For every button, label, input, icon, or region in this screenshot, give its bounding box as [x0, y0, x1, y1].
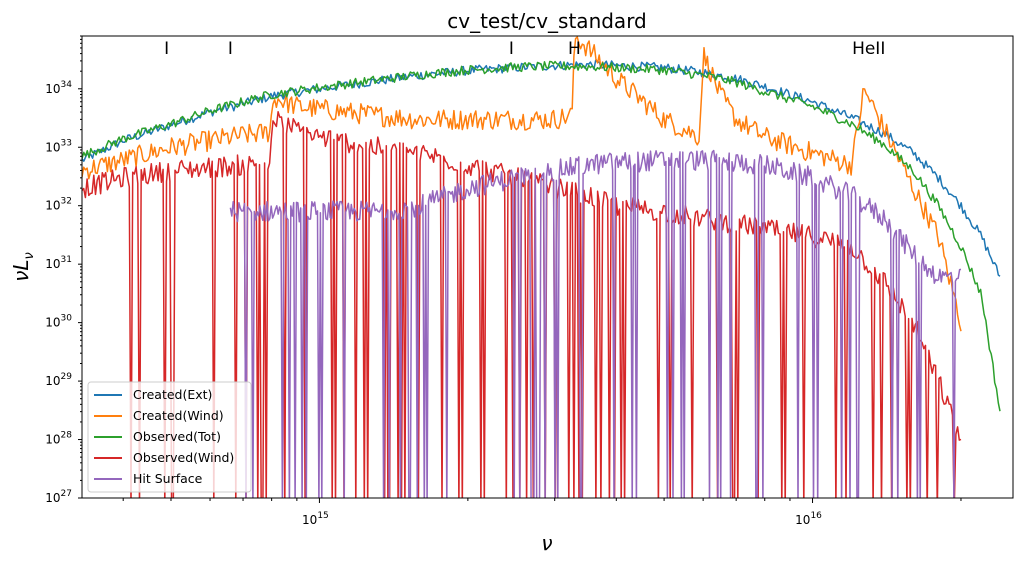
series-line-4: [229, 149, 962, 498]
legend-label: Created(Ext): [133, 387, 212, 402]
series-line-2: [82, 60, 1001, 412]
annotation-label: I: [228, 39, 233, 59]
x-tick-exponent: 15: [317, 511, 328, 521]
y-tick-base: 10: [45, 316, 60, 330]
annotation-label: I: [164, 39, 169, 59]
y-tick-base: 10: [45, 257, 60, 271]
chart-title: cv_test/cv_standard: [447, 9, 647, 33]
x-tick-label: 1016: [795, 511, 822, 527]
y-tick-label: 1032: [45, 197, 72, 213]
y-tick-label: 1029: [45, 372, 72, 388]
legend-label: Observed(Tot): [133, 429, 221, 444]
legend-label: Created(Wind): [133, 408, 224, 423]
y-tick-base: 10: [45, 491, 60, 505]
series-layer: [82, 36, 1001, 498]
x-tick-exponent: 16: [810, 511, 822, 521]
y-tick-label: 1030: [45, 314, 72, 330]
y-tick-label: 1033: [45, 138, 72, 154]
line-annotations: I I I H HeII: [164, 39, 885, 59]
y-tick-exponent: 29: [61, 372, 73, 382]
legend-box: [87, 381, 252, 493]
y-tick-label: 1034: [45, 80, 72, 96]
legend: Created(Ext) Created(Wind) Observed(Tot) Ob…: [87, 381, 252, 493]
annotation-label: I: [509, 39, 514, 59]
x-tick-base: 10: [795, 513, 810, 527]
x-tick-label: 1015: [302, 511, 329, 527]
y-tick-exponent: 34: [61, 80, 73, 90]
series-line-1: [82, 36, 962, 332]
x-tick-base: 10: [302, 513, 317, 527]
y-axis-label-main: νL: [9, 259, 33, 281]
x-axis-label: ν: [541, 531, 552, 555]
y-tick-base: 10: [45, 374, 60, 388]
annotation-label: HeII: [852, 39, 885, 59]
y-tick-label: 1028: [45, 431, 72, 447]
y-tick-exponent: 33: [61, 138, 72, 148]
legend-label: Observed(Wind): [133, 450, 234, 465]
y-tick-base: 10: [45, 82, 60, 96]
y-tick-base: 10: [45, 433, 60, 447]
y-tick-exponent: 31: [61, 255, 72, 265]
y-axis-label-sub: ν: [22, 252, 37, 259]
y-tick-exponent: 32: [61, 197, 72, 207]
legend-label: Hit Surface: [133, 471, 203, 486]
y-tick-base: 10: [45, 199, 60, 213]
y-tick-exponent: 27: [61, 489, 72, 499]
annotation-label: H: [568, 39, 581, 59]
y-axis-label: νLν: [9, 252, 37, 282]
y-tick-exponent: 28: [61, 431, 73, 441]
y-tick-label: 1027: [45, 489, 72, 505]
x-axis: 1015 1016: [122, 498, 962, 527]
y-tick-label: 1031: [45, 255, 72, 271]
y-tick-exponent: 30: [61, 314, 73, 324]
y-tick-base: 10: [45, 140, 60, 154]
